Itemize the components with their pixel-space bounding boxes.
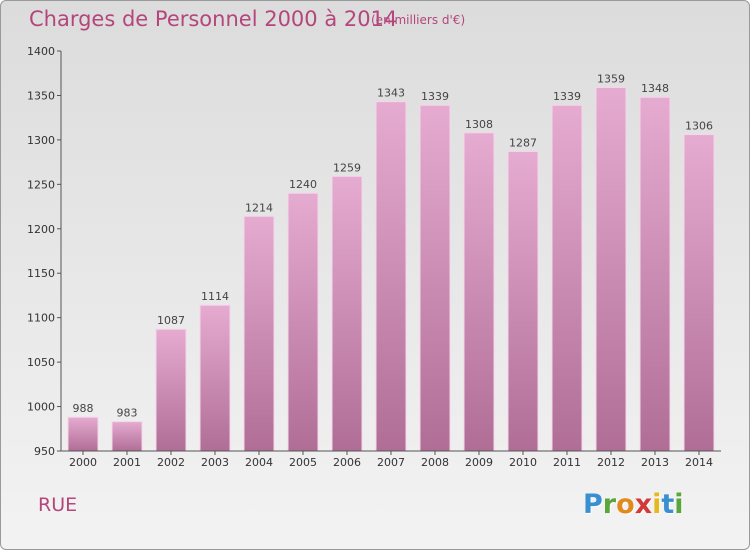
bar-2001: [111, 421, 143, 452]
y-tick-label: 1300: [27, 134, 55, 147]
bar-2005: [287, 192, 319, 452]
bar-value-label: 1087: [157, 314, 185, 327]
bar-2009: [463, 132, 495, 452]
y-tick-label: 1050: [27, 356, 55, 369]
bar-value-label: 988: [73, 402, 94, 415]
bar-2007: [375, 101, 407, 452]
bar-2002: [155, 328, 187, 452]
bar-2014: [683, 134, 715, 452]
x-tick-label: 2006: [333, 456, 361, 469]
bar-value-label: 1343: [377, 87, 405, 100]
bar-value-label: 983: [117, 407, 138, 420]
x-tick-label: 2000: [69, 456, 97, 469]
bar-2000: [67, 416, 99, 452]
x-tick-label: 2011: [553, 456, 581, 469]
bar-value-label: 1339: [421, 90, 449, 103]
x-tick-label: 2007: [377, 456, 405, 469]
bar-value-label: 1240: [289, 178, 317, 191]
x-tick-label: 2005: [289, 456, 317, 469]
x-tick-label: 2012: [597, 456, 625, 469]
bar-2011: [551, 104, 583, 452]
bar-2003: [199, 304, 231, 452]
y-tick-label: 1400: [27, 45, 55, 58]
bar-value-label: 1359: [597, 72, 625, 85]
x-tick-label: 2002: [157, 456, 185, 469]
bar-value-label: 1306: [685, 120, 713, 133]
y-tick-label: 1250: [27, 178, 55, 191]
x-tick-label: 2013: [641, 456, 669, 469]
y-tick-label: 1000: [27, 401, 55, 414]
bar-2013: [639, 96, 671, 452]
bar-2008: [419, 104, 451, 452]
bar-value-label: 1308: [465, 118, 493, 131]
x-tick-label: 2004: [245, 456, 273, 469]
bar-2006: [331, 175, 363, 452]
x-tick-label: 2001: [113, 456, 141, 469]
bar-2004: [243, 215, 275, 452]
y-tick-label: 950: [34, 445, 55, 458]
y-tick-label: 1150: [27, 267, 55, 280]
x-tick-label: 2009: [465, 456, 493, 469]
y-tick-label: 1200: [27, 223, 55, 236]
proxiti-logo[interactable]: Proxiti: [583, 489, 684, 520]
x-tick-label: 2008: [421, 456, 449, 469]
bar-2010: [507, 150, 539, 452]
bar-value-label: 1339: [553, 90, 581, 103]
bar-value-label: 1114: [201, 290, 229, 303]
bar-2012: [595, 86, 627, 452]
bar-value-label: 1348: [641, 82, 669, 95]
x-tick-label: 2010: [509, 456, 537, 469]
chart-subtitle: (en milliers d'€): [371, 13, 466, 27]
bar-value-label: 1259: [333, 161, 361, 174]
bar-value-label: 1214: [245, 201, 273, 214]
x-tick-label: 2003: [201, 456, 229, 469]
x-tick-label: 2014: [685, 456, 713, 469]
y-tick-label: 1100: [27, 312, 55, 325]
y-tick-label: 1350: [27, 89, 55, 102]
commune-name: RUE: [38, 494, 78, 516]
bar-value-label: 1287: [509, 136, 537, 149]
chart-title: Charges de Personnel 2000 à 2014: [29, 7, 398, 31]
